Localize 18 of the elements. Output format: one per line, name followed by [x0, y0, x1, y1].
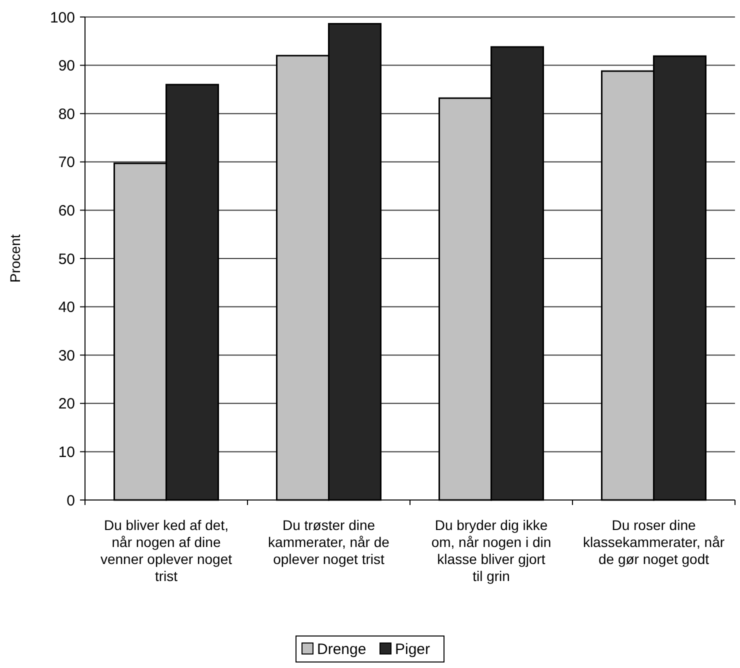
y-tick-label: 80 — [58, 106, 75, 123]
y-tick-label: 10 — [58, 444, 75, 461]
legend-label: Piger — [395, 641, 430, 658]
x-tick-label: Du trøster dine kammerater, når de oplever noget trist — [268, 517, 390, 567]
y-tick-label: 20 — [58, 396, 75, 413]
x-tick-label: Du roser dine klassekammerater, når de gør noget godt — [582, 517, 725, 567]
y-tick-label: 70 — [58, 154, 75, 172]
y-tick-label: 0 — [66, 492, 75, 510]
y-tick-label: 50 — [58, 250, 75, 268]
y-tick-label: 40 — [58, 299, 75, 316]
y-axis-title: Procent — [7, 234, 23, 283]
y-tick-label: 90 — [58, 58, 75, 75]
x-tick-label: Du bryder dig ikke om, når nogen i din klasse bliver gjort til grin — [431, 517, 552, 584]
legend-label: Drenge — [317, 641, 366, 658]
y-tick-label: 30 — [58, 347, 75, 364]
x-tick-label: Du bliver ked af det, når nogen af dine venner oplever noget trist — [100, 517, 232, 584]
y-tick-label: 60 — [58, 202, 75, 220]
y-tick-label: 100 — [50, 9, 75, 26]
